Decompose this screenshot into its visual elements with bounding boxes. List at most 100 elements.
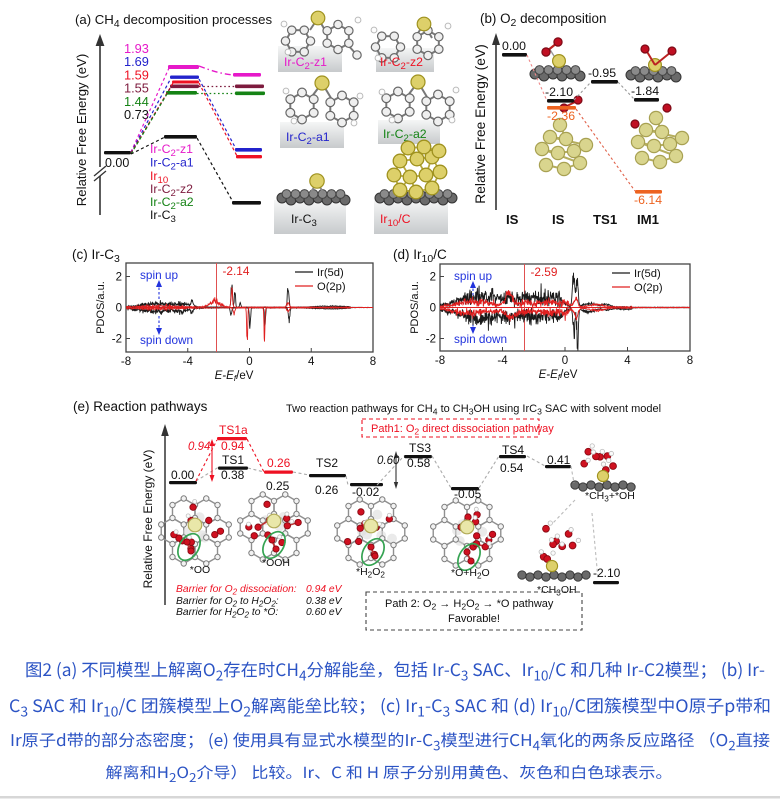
svg-text:Favorable!: Favorable!	[448, 613, 500, 625]
svg-text:8: 8	[370, 356, 376, 368]
svg-text:0.94: 0.94	[221, 439, 245, 453]
svg-text:Ir-C2-a1: Ir-C2-a1	[286, 130, 330, 147]
svg-text:Ir-C2-z2: Ir-C2-z2	[150, 182, 193, 199]
svg-text:Ir-C3: Ir-C3	[291, 212, 317, 229]
svg-text:-0.95: -0.95	[588, 66, 616, 80]
svg-text:Ir-C2-a2: Ir-C2-a2	[150, 195, 194, 212]
svg-text:Barrier for O2 to H2O2:: Barrier for O2 to H2O2:	[176, 596, 279, 609]
svg-text:E-Ef/eV: E-Ef/eV	[215, 370, 254, 383]
svg-text:spin up: spin up	[454, 269, 492, 283]
svg-text:0: 0	[116, 303, 122, 315]
svg-text:-2.10: -2.10	[545, 85, 573, 99]
svg-text:0.60 eV: 0.60 eV	[306, 607, 343, 618]
svg-text:*O+H2O: *O+H2O	[451, 567, 490, 581]
svg-text:-8: -8	[121, 356, 131, 368]
svg-text:1.93: 1.93	[124, 41, 149, 56]
svg-text:(e) Reaction pathways: (e) Reaction pathways	[73, 399, 208, 414]
svg-text:Relative Free Energy (eV): Relative Free Energy (eV)	[141, 450, 155, 589]
svg-text:-4: -4	[183, 356, 194, 368]
svg-text:Ir-C2-z1: Ir-C2-z1	[150, 142, 193, 159]
svg-text:-4: -4	[497, 355, 508, 367]
svg-text:O(2p): O(2p)	[317, 281, 346, 293]
svg-text:Path 2: O2 → H2O2 → *O pathway: Path 2: O2 → H2O2 → *O pathway	[385, 598, 554, 612]
svg-text:E-Ef/eV: E-Ef/eV	[539, 369, 578, 382]
svg-text:-2.10: -2.10	[593, 566, 621, 580]
svg-text:Ir10/C: Ir10/C	[380, 212, 411, 229]
svg-text:Ir(5d): Ir(5d)	[317, 267, 344, 279]
svg-text:-2: -2	[426, 334, 436, 346]
svg-text:spin down: spin down	[140, 333, 193, 347]
svg-text:0.26: 0.26	[267, 456, 291, 470]
svg-text:0.38 eV: 0.38 eV	[306, 596, 343, 607]
svg-text:Relative Free Energy (eV): Relative Free Energy (eV)	[74, 54, 89, 206]
svg-text:TS1: TS1	[593, 212, 617, 227]
svg-text:-0.05: -0.05	[454, 487, 482, 501]
svg-text:2: 2	[430, 272, 436, 284]
svg-text:PDOS/a.u.: PDOS/a.u.	[409, 281, 421, 334]
svg-text:0.60: 0.60	[377, 455, 400, 467]
svg-text:*CH3OH: *CH3OH	[537, 584, 577, 598]
svg-text:0.58: 0.58	[407, 456, 431, 470]
svg-text:0.38: 0.38	[221, 468, 245, 482]
svg-text:0: 0	[562, 355, 568, 367]
svg-text:*OOH: *OOH	[262, 557, 290, 569]
svg-text:0.94: 0.94	[188, 441, 210, 453]
svg-text:spin up: spin up	[140, 268, 178, 282]
svg-text:TS2: TS2	[316, 456, 338, 470]
svg-text:Barrier for O2 dissociation:: Barrier for O2 dissociation:	[176, 584, 297, 597]
svg-text:0: 0	[246, 356, 252, 368]
svg-text:TS3: TS3	[409, 441, 431, 455]
svg-text:(a) CH4 decomposition processe: (a) CH4 decomposition processes	[75, 12, 272, 30]
svg-text:Relative Free Energy (eV): Relative Free Energy (eV)	[475, 44, 488, 204]
svg-text:-6.14: -6.14	[634, 193, 662, 207]
svg-text:8: 8	[687, 355, 693, 367]
svg-text:Barrier for H2O2 to *O:: Barrier for H2O2 to *O:	[176, 607, 278, 620]
svg-text:4: 4	[624, 355, 631, 367]
svg-text:-2: -2	[112, 334, 122, 346]
svg-text:1.69: 1.69	[124, 54, 149, 69]
svg-text:PDOS/a.u.: PDOS/a.u.	[95, 281, 107, 334]
svg-text:Ir-C2-z1: Ir-C2-z1	[284, 55, 327, 72]
svg-text:2: 2	[116, 272, 122, 284]
svg-text:Path1: O2 direct dissociation: Path1: O2 direct dissociation pathway	[371, 423, 554, 437]
svg-text:1.55: 1.55	[124, 81, 149, 96]
svg-text:0.25: 0.25	[266, 479, 290, 493]
svg-text:IS: IS	[552, 212, 565, 227]
svg-text:*OO: *OO	[190, 564, 210, 576]
svg-text:-2.14: -2.14	[223, 264, 250, 278]
svg-text:0.26: 0.26	[315, 483, 339, 497]
svg-text:TS4: TS4	[502, 443, 524, 457]
svg-text:-2.59: -2.59	[531, 265, 558, 279]
svg-text:(c) Ir-C3: (c) Ir-C3	[72, 247, 120, 265]
svg-text:4: 4	[308, 356, 315, 368]
svg-text:0.73: 0.73	[124, 107, 149, 122]
svg-text:0.94 eV: 0.94 eV	[306, 584, 343, 595]
svg-text:0.00: 0.00	[105, 156, 129, 170]
svg-text:0.54: 0.54	[500, 461, 524, 475]
svg-text:TS1a: TS1a	[219, 423, 248, 437]
svg-text:O(2p): O(2p)	[634, 282, 663, 294]
svg-text:Ir-C2-a2: Ir-C2-a2	[383, 127, 427, 144]
svg-text:1.44: 1.44	[124, 94, 149, 109]
svg-text:0.00: 0.00	[502, 39, 526, 53]
svg-text:(d) Ir10/C: (d) Ir10/C	[393, 247, 447, 265]
svg-text:IM1: IM1	[637, 212, 659, 227]
svg-text:0: 0	[430, 303, 436, 315]
svg-text:Ir-C2-a1: Ir-C2-a1	[150, 156, 194, 173]
svg-text:*CH3+*OH: *CH3+*OH	[585, 490, 635, 504]
svg-text:*H2O2: *H2O2	[356, 566, 385, 580]
svg-text:-0.02: -0.02	[352, 485, 380, 499]
svg-text:-8: -8	[435, 355, 445, 367]
svg-text:1.59: 1.59	[124, 67, 149, 82]
svg-text:(b) O2 decomposition: (b) O2 decomposition	[480, 11, 606, 29]
svg-text:0.00: 0.00	[171, 468, 195, 482]
svg-text:spin down: spin down	[454, 332, 507, 346]
svg-text:TS1: TS1	[222, 453, 244, 467]
svg-text:-2.36: -2.36	[547, 109, 575, 123]
svg-text:Ir(5d): Ir(5d)	[634, 268, 661, 280]
svg-text:Ir-C2-z2: Ir-C2-z2	[380, 55, 423, 72]
svg-text:Ir10: Ir10	[150, 169, 168, 186]
svg-text:-1.84: -1.84	[631, 84, 659, 98]
svg-text:IS: IS	[506, 212, 519, 227]
svg-text:0.41: 0.41	[547, 453, 571, 467]
